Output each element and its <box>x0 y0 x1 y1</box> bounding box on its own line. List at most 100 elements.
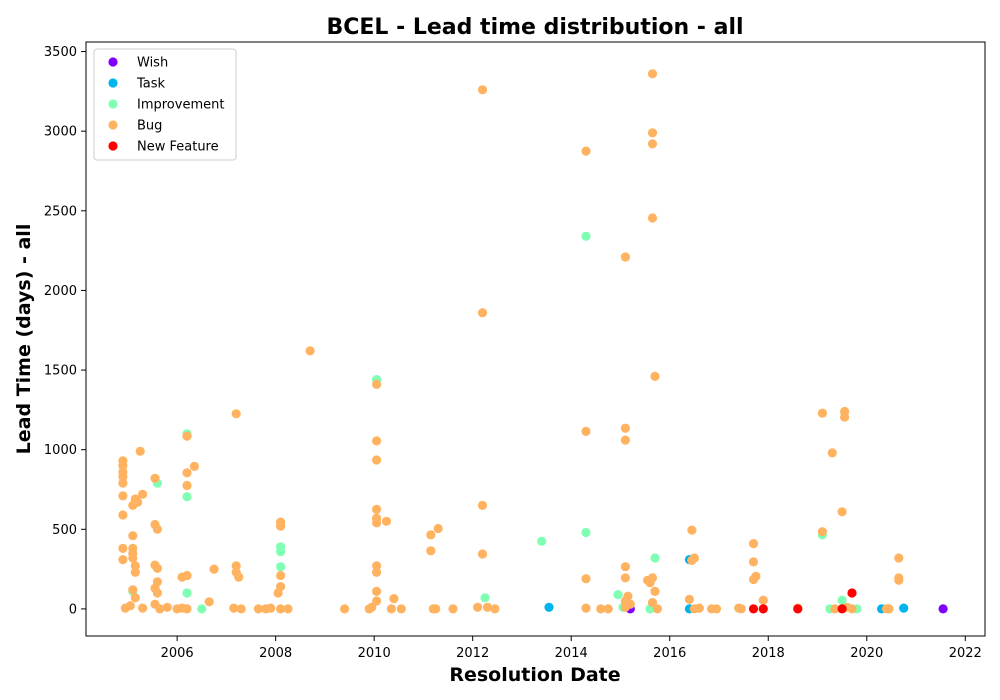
point-3-21 <box>125 601 135 611</box>
point-3-3 <box>118 472 128 482</box>
point-3-144 <box>847 604 857 614</box>
point-3-22 <box>135 446 145 456</box>
legend-marker-2 <box>108 99 118 109</box>
point-3-63 <box>305 346 315 356</box>
legend: Wish Task Improvement Bug New Feature <box>93 48 237 161</box>
point-2-8 <box>276 562 286 572</box>
y-tick-label-1: 500 <box>52 523 77 538</box>
point-3-52 <box>236 604 246 614</box>
point-3-23 <box>138 489 148 499</box>
point-3-104 <box>620 573 631 583</box>
point-3-139 <box>830 604 840 614</box>
point-3-68 <box>372 436 382 446</box>
point-3-103 <box>620 562 631 572</box>
point-3-96 <box>581 574 591 584</box>
legend-label-3: Bug <box>137 119 162 134</box>
point-3-72 <box>372 518 382 528</box>
point-3-82 <box>433 523 443 534</box>
point-3-100 <box>620 252 631 262</box>
point-3-8 <box>118 555 128 565</box>
point-2-11 <box>537 536 547 546</box>
point-3-20 <box>128 585 138 595</box>
point-3-116 <box>645 578 655 588</box>
point-3-1 <box>118 461 128 471</box>
point-3-123 <box>687 555 697 566</box>
legend-label-4: New Feature <box>137 140 219 155</box>
point-3-147 <box>894 575 904 585</box>
point-3-93 <box>490 604 500 614</box>
x-axis-label: Resolution Date <box>449 664 620 686</box>
point-3-117 <box>650 586 660 597</box>
point-3-51 <box>234 572 244 582</box>
point-3-45 <box>204 597 214 607</box>
point-3-76 <box>372 596 382 606</box>
point-3-42 <box>189 461 199 471</box>
point-3-70 <box>372 504 382 514</box>
x-tick-label-3: 2012 <box>456 646 489 661</box>
point-3-94 <box>581 146 591 156</box>
point-3-48 <box>231 409 241 419</box>
point-3-91 <box>477 549 488 559</box>
point-3-129 <box>736 604 746 614</box>
point-3-138 <box>827 448 837 458</box>
point-3-66 <box>367 602 377 612</box>
point-3-141 <box>840 412 850 422</box>
point-3-11 <box>128 531 138 541</box>
point-3-77 <box>381 516 392 526</box>
point-2-5 <box>197 604 207 614</box>
point-3-75 <box>372 586 382 597</box>
point-3-73 <box>372 561 382 571</box>
point-3-79 <box>389 594 399 604</box>
x-tick-label-1: 2008 <box>259 646 292 661</box>
point-3-99 <box>603 604 613 614</box>
point-3-111 <box>647 139 658 149</box>
point-3-83 <box>426 546 436 556</box>
point-1-0 <box>544 602 554 612</box>
x-tick-label-6: 2018 <box>752 646 785 661</box>
point-3-5 <box>118 491 128 501</box>
legend-label-1: Task <box>136 77 166 92</box>
point-3-110 <box>647 128 658 138</box>
axis-ticks: 2006 2008 2010 2012 2014 2016 2018 2020 2022 0 500… <box>44 45 982 661</box>
point-3-18 <box>130 567 140 577</box>
point-2-17 <box>650 553 660 563</box>
data-points <box>118 69 948 614</box>
point-3-109 <box>647 69 658 79</box>
point-3-80 <box>396 604 406 614</box>
point-2-13 <box>581 527 591 538</box>
legend-label-0: Wish <box>137 56 168 71</box>
point-3-134 <box>758 595 768 605</box>
point-3-95 <box>581 426 591 436</box>
x-tick-label-0: 2006 <box>161 646 194 661</box>
point-3-142 <box>837 507 847 517</box>
point-3-87 <box>473 602 483 612</box>
point-3-38 <box>182 570 192 581</box>
point-3-46 <box>209 564 219 574</box>
legend-marker-4 <box>108 141 118 151</box>
point-3-13 <box>133 497 143 507</box>
point-3-118 <box>647 598 658 608</box>
plot-area-frame <box>85 41 986 637</box>
point-0-1 <box>938 604 948 614</box>
point-4-0 <box>748 604 759 614</box>
point-4-2 <box>793 604 803 614</box>
point-3-25 <box>150 473 160 483</box>
point-4-3 <box>837 604 847 614</box>
point-3-86 <box>448 604 458 614</box>
point-2-7 <box>276 547 286 557</box>
point-2-4 <box>182 588 192 598</box>
point-3-60 <box>273 588 283 598</box>
point-3-29 <box>152 563 162 573</box>
point-3-49 <box>231 561 241 571</box>
point-2-12 <box>581 231 591 241</box>
point-3-19 <box>130 593 140 603</box>
x-tick-label-7: 2020 <box>850 646 883 661</box>
point-3-4 <box>118 478 128 488</box>
legend-marker-1 <box>108 78 118 88</box>
point-4-4 <box>847 588 857 598</box>
point-3-6 <box>118 510 128 520</box>
point-3-81 <box>426 530 436 540</box>
point-3-112 <box>647 213 658 223</box>
y-tick-label-5: 2500 <box>44 204 77 219</box>
